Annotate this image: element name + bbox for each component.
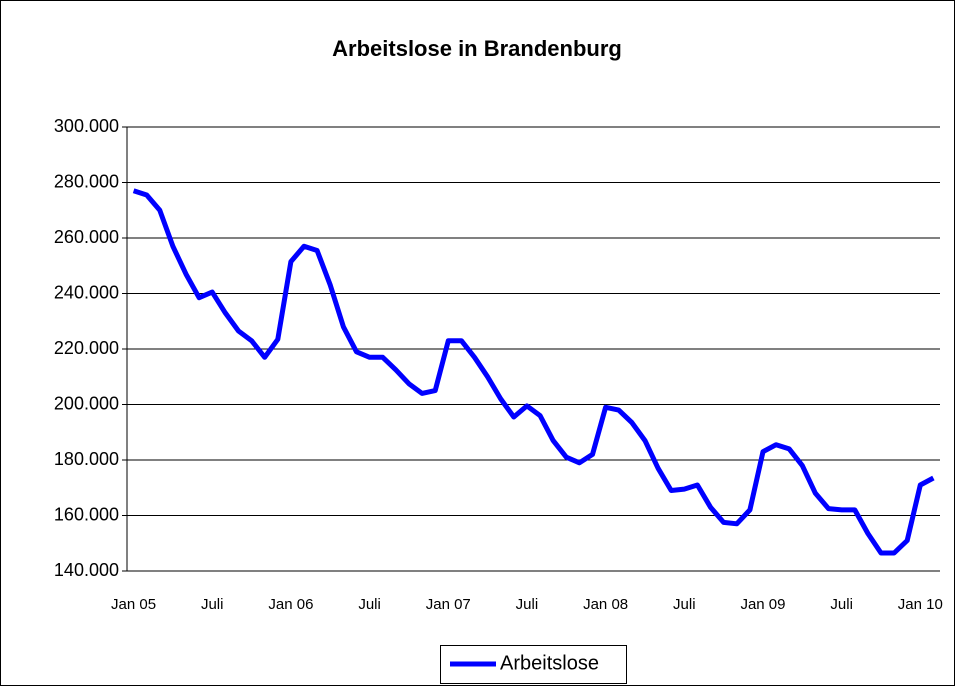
x-tick-label: Juli bbox=[673, 596, 696, 613]
y-tick-label: 200.000 bbox=[54, 393, 119, 413]
y-tick-label: 260.000 bbox=[54, 227, 119, 247]
x-tick-label: Jan 07 bbox=[426, 596, 471, 613]
x-tick-label: Juli bbox=[358, 596, 381, 613]
x-tick-label: Jan 05 bbox=[111, 596, 156, 613]
y-tick-label: 180.000 bbox=[54, 449, 119, 469]
x-tick-label: Juli bbox=[516, 596, 539, 613]
x-tick-label: Jan 09 bbox=[740, 596, 785, 613]
x-tick-label: Jan 06 bbox=[268, 596, 313, 613]
chart-title: Arbeitslose in Brandenburg bbox=[332, 36, 622, 61]
y-tick-label: 280.000 bbox=[54, 171, 119, 191]
y-tick-label: 300.000 bbox=[54, 116, 119, 136]
y-tick-label: 160.000 bbox=[54, 504, 119, 524]
y-tick-label: 140.000 bbox=[54, 560, 119, 580]
legend-label: Arbeitslose bbox=[500, 652, 599, 674]
y-tick-label: 220.000 bbox=[54, 338, 119, 358]
x-tick-label: Juli bbox=[201, 596, 224, 613]
data-line bbox=[132, 188, 935, 556]
x-tick-label: Juli bbox=[830, 596, 853, 613]
y-tick-label: 240.000 bbox=[54, 282, 119, 302]
x-tick-label: Jan 08 bbox=[583, 596, 628, 613]
x-tick-label: Jan 10 bbox=[898, 596, 943, 613]
